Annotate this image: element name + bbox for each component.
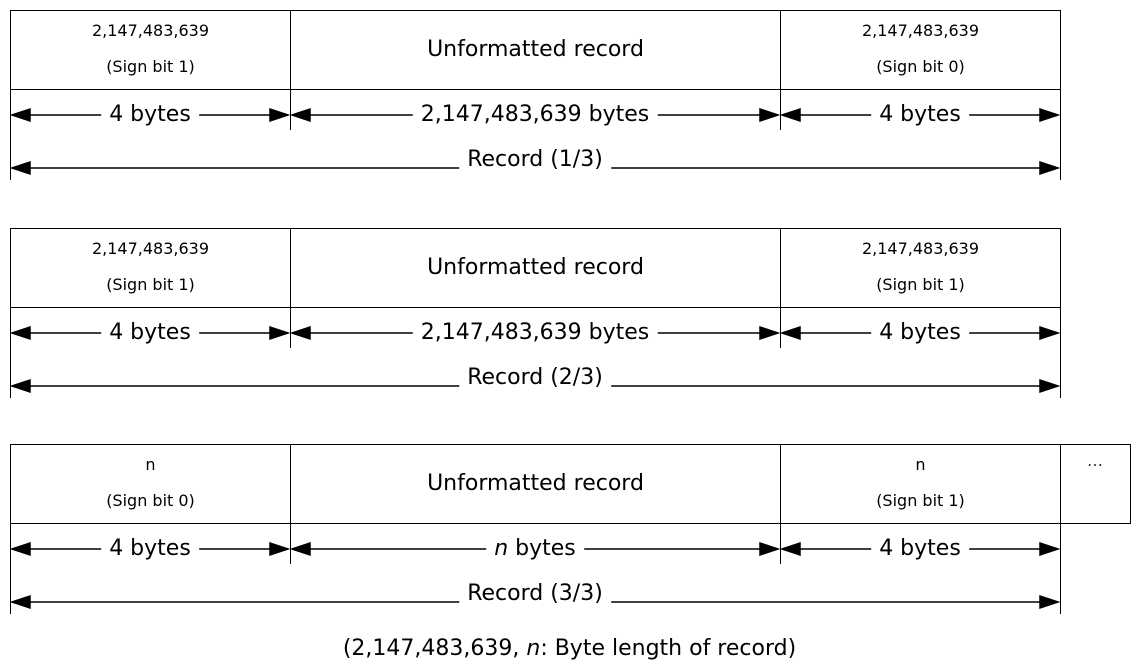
header-sign-bit: (Sign bit 0) bbox=[106, 491, 195, 510]
arrowhead-left bbox=[9, 160, 31, 176]
header-length-field: 2,147,483,639 (Sign bit 1) bbox=[10, 10, 291, 90]
arrowhead-left bbox=[779, 541, 801, 557]
next-record-continuation: … bbox=[1060, 444, 1131, 524]
dimension-tick bbox=[780, 524, 781, 564]
arrowhead-left bbox=[9, 594, 31, 610]
footnote-prefix: (2,147,483,639, bbox=[342, 636, 527, 661]
trailer-length-field: n (Sign bit 1) bbox=[780, 444, 1061, 524]
arrowhead-right bbox=[759, 107, 781, 123]
unformatted-record-field: Unformatted record bbox=[290, 228, 781, 308]
footnote: (2,147,483,639, n: Byte length of record… bbox=[0, 636, 1139, 661]
arrowhead-left bbox=[779, 325, 801, 341]
arrowhead-right bbox=[759, 541, 781, 557]
header-length-field: 2,147,483,639 (Sign bit 1) bbox=[10, 228, 291, 308]
trailer-bytes-label: 4 bytes bbox=[871, 320, 969, 346]
trailer-length-value: 2,147,483,639 bbox=[861, 239, 980, 258]
footnote-variable: n bbox=[526, 636, 541, 661]
body-bytes-label: 2,147,483,639 bytes bbox=[412, 102, 658, 128]
arrowhead-left bbox=[9, 378, 31, 394]
ellipsis-icon: … bbox=[1087, 451, 1103, 470]
trailer-bytes-label: 4 bytes bbox=[871, 536, 969, 562]
arrowhead-left bbox=[289, 325, 311, 341]
record-diagram-3: n (Sign bit 0) Unformatted record n (Sig… bbox=[0, 444, 1139, 644]
unformatted-record-field: Unformatted record bbox=[290, 444, 781, 524]
trailer-sign-bit: (Sign bit 1) bbox=[876, 275, 965, 294]
trailer-bytes-label: 4 bytes bbox=[871, 102, 969, 128]
record-diagram-1: 2,147,483,639 (Sign bit 1) Unformatted r… bbox=[0, 10, 1139, 210]
trailer-sign-bit: (Sign bit 1) bbox=[876, 491, 965, 510]
header-sign-bit: (Sign bit 1) bbox=[106, 57, 195, 76]
body-bytes-label: n bytes bbox=[486, 536, 584, 562]
trailer-sign-bit: (Sign bit 0) bbox=[876, 57, 965, 76]
trailer-length-field: 2,147,483,639 (Sign bit 1) bbox=[780, 228, 1061, 308]
arrowhead-right bbox=[759, 325, 781, 341]
record-label: Record (3/3) bbox=[459, 581, 611, 607]
trailer-length-value: 2,147,483,639 bbox=[861, 21, 980, 40]
dimension-tick bbox=[1060, 90, 1061, 180]
arrowhead-right bbox=[269, 325, 291, 341]
arrowhead-right bbox=[1039, 594, 1061, 610]
header-sign-bit: (Sign bit 1) bbox=[106, 275, 195, 294]
dimension-tick bbox=[290, 308, 291, 348]
dimension-tick bbox=[1060, 308, 1061, 398]
arrowhead-left bbox=[9, 541, 31, 557]
body-bytes-label: 2,147,483,639 bytes bbox=[412, 320, 658, 346]
unformatted-record-label: Unformatted record bbox=[427, 37, 644, 62]
record-diagram-2: 2,147,483,639 (Sign bit 1) Unformatted r… bbox=[0, 228, 1139, 428]
arrowhead-left bbox=[9, 325, 31, 341]
dimension-tick bbox=[1060, 524, 1061, 614]
arrowhead-left bbox=[779, 107, 801, 123]
dimension-tick bbox=[10, 90, 11, 180]
dimension-tick bbox=[780, 308, 781, 348]
header-bytes-label: 4 bytes bbox=[101, 536, 199, 562]
arrowhead-left bbox=[289, 541, 311, 557]
arrowhead-right bbox=[269, 541, 291, 557]
arrowhead-right bbox=[1039, 378, 1061, 394]
arrowhead-right bbox=[1039, 325, 1061, 341]
byte-length-variable: n bbox=[494, 536, 509, 561]
unformatted-record-label: Unformatted record bbox=[427, 471, 644, 496]
trailer-length-field: 2,147,483,639 (Sign bit 0) bbox=[780, 10, 1061, 90]
byte-unit: bytes bbox=[508, 536, 576, 561]
dimension-tick bbox=[780, 90, 781, 130]
arrowhead-left bbox=[9, 107, 31, 123]
header-length-value: 2,147,483,639 bbox=[91, 239, 210, 258]
header-length-field: n (Sign bit 0) bbox=[10, 444, 291, 524]
arrowhead-right bbox=[1039, 541, 1061, 557]
unformatted-record-label: Unformatted record bbox=[427, 255, 644, 280]
record-label: Record (1/3) bbox=[459, 147, 611, 173]
arrowhead-right bbox=[1039, 160, 1061, 176]
dimension-tick bbox=[10, 524, 11, 614]
trailer-length-value: n bbox=[915, 455, 926, 474]
header-bytes-label: 4 bytes bbox=[101, 102, 199, 128]
header-bytes-label: 4 bytes bbox=[101, 320, 199, 346]
arrowhead-left bbox=[289, 107, 311, 123]
dimension-tick bbox=[10, 308, 11, 398]
dimension-tick bbox=[290, 524, 291, 564]
header-length-value: n bbox=[145, 455, 156, 474]
header-length-value: 2,147,483,639 bbox=[91, 21, 210, 40]
arrowhead-right bbox=[1039, 107, 1061, 123]
footnote-suffix: : Byte length of record) bbox=[540, 636, 797, 661]
record-label: Record (2/3) bbox=[459, 365, 611, 391]
arrowhead-right bbox=[269, 107, 291, 123]
dimension-tick bbox=[290, 90, 291, 130]
